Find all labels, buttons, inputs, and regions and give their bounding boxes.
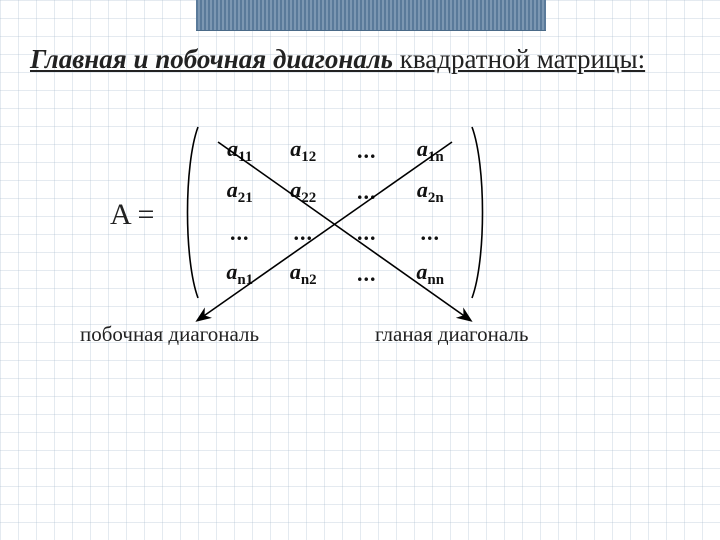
left-parenthesis <box>180 125 202 300</box>
matrix-cell-dots: ... <box>230 220 250 246</box>
matrix-cell: an1 <box>226 259 253 289</box>
matrix-cell-dots: ... <box>357 220 377 246</box>
slide-title-rest: квадратной матрицы: <box>393 44 645 74</box>
matrix-cell: a12 <box>290 136 316 166</box>
matrix-cell: a1n <box>417 136 444 166</box>
matrix-cell: a11 <box>227 136 252 166</box>
matrix-cell-dots: ... <box>357 179 377 205</box>
matrix-cell: a21 <box>227 177 253 207</box>
caption-main-diagonal: гланая диагональ <box>375 322 528 347</box>
matrix-cell-dots: ... <box>357 138 377 164</box>
matrix-cell-dots: ... <box>421 220 441 246</box>
matrix-cell-dots: ... <box>294 220 314 246</box>
matrix-cell-dots: ... <box>357 261 377 287</box>
matrix-label-A-equals: A = <box>110 198 154 232</box>
right-parenthesis <box>468 125 490 300</box>
caption-secondary-diagonal: побочная диагональ <box>80 322 259 347</box>
slide-title-emph: Главная и побочная диагональ <box>30 44 393 74</box>
slide-title: Главная и побочная диагональ квадратной … <box>30 44 710 75</box>
slide-page: Главная и побочная диагональ квадратной … <box>0 0 720 540</box>
matrix-cell: a22 <box>290 177 316 207</box>
matrix-container: a11 a12... a1n a21 a22... a2n............ an1 a… <box>190 125 480 300</box>
matrix-cell: an2 <box>290 259 317 289</box>
matrix-cell: a2n <box>417 177 444 207</box>
matrix-cell: ann <box>416 259 444 289</box>
decorative-top-bar <box>196 0 546 31</box>
matrix-grid: a11 a12... a1n a21 a22... a2n............ an1 a… <box>208 131 462 294</box>
